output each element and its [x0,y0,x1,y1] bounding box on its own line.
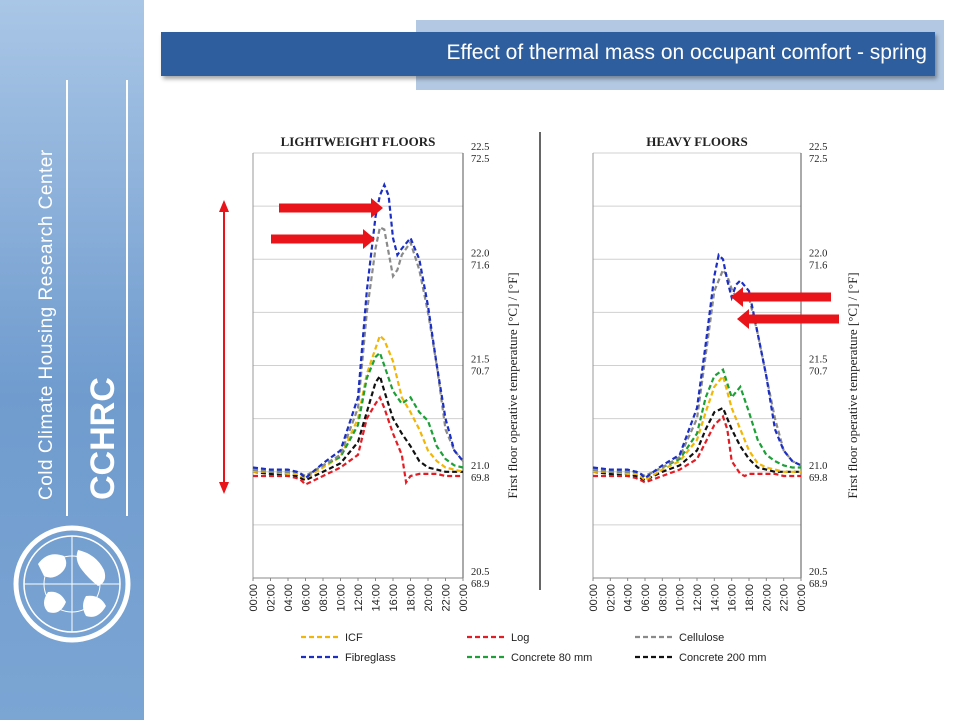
series-line-fibreglass [252,182,464,480]
sidebar-rule-left [66,80,68,516]
x-tick-label: 18:00 [744,584,756,612]
y-tick-label-f: 68.9 [471,579,489,590]
y-tick-label-f: 71.6 [471,260,489,271]
range-arrow-head-top [219,200,229,212]
x-tick-label: 00:00 [458,584,470,612]
x-tick-label: 12:00 [692,584,704,612]
x-tick-label: 12:00 [353,584,365,612]
chart-panel-2: HEAVY FLOORS 00:00 02:00 04:00 06:00 08:00 10:… [588,134,860,612]
x-tick-label: 10:00 [675,584,687,612]
comparison-chart: LIGHTWEIGHT FLOORS 00:00 02:00 04:00 06:00 08… [219,132,860,664]
peak-arrow-cellulose-light-head [363,229,375,249]
x-tick-label: 22:00 [441,584,453,612]
series-line-log [253,395,463,486]
y-tick-label-f: 68.9 [809,579,827,590]
x-tick-label: 14:00 [709,584,721,612]
y-tick-label-c: 22.0 [471,248,489,259]
y-tick-label-c: 21.5 [471,355,489,366]
chart-legend: ICF Log Cellulose Fibreglass Concrete 80 mm C… [301,632,766,664]
sidebar-rule-right [126,80,128,516]
x-tick-label: 02:00 [266,584,278,612]
x-tick-label: 02:00 [605,584,617,612]
x-tick-label: 22:00 [779,584,791,612]
series-line-log [593,414,801,484]
x-tick-label: 08:00 [657,584,669,612]
y-tick-label-c: 21.0 [809,461,827,472]
x-tick-label: 04:00 [623,584,635,612]
y-tick-label-c: 20.5 [809,567,827,578]
y-tick-label-f: 70.7 [471,367,489,378]
y-tick-label-f: 71.6 [809,260,827,271]
y-axis-title: First floor operative temperature [°C] /… [505,272,520,498]
y-tick-label-c: 21.0 [471,461,489,472]
series-line-icf [253,333,464,480]
peak-arrow-fibreglass-light-head [371,198,383,218]
x-tick-label: 10:00 [336,584,348,612]
x-tick-label: 06:00 [301,584,313,612]
org-abbreviation: CCHRC [84,377,122,500]
legend-label: Log [511,632,529,644]
x-tick-label: 08:00 [318,584,330,612]
legend-label: ICF [345,632,363,644]
x-tick-label: 04:00 [283,584,295,612]
slide-title: Effect of thermal mass on occupant comfo… [446,41,928,64]
x-tick-label: 20:00 [761,584,773,612]
sidebar-band: Cold Climate Housing Research Center CCH… [0,0,144,720]
org-name: Cold Climate Housing Research Center [36,149,57,500]
series-line-concrete-200-mm [592,406,801,482]
y-tick-label-c: 22.5 [809,142,827,153]
y-tick-label-f: 72.5 [471,154,489,165]
y-tick-label-c: 22.5 [471,142,489,153]
title-bar: Effect of thermal mass on occupant comfo… [161,32,935,76]
x-tick-label: 16:00 [388,584,400,612]
chart-title: LIGHTWEIGHT FLOORS [281,134,436,149]
y-tick-label-c: 22.0 [809,248,827,259]
legend-label: Fibreglass [345,652,396,664]
x-tick-label: 16:00 [727,584,739,612]
x-tick-label: 18:00 [406,584,418,612]
y-tick-label-f: 72.5 [809,154,827,165]
series-line-cellulose [252,225,464,478]
legend-label: Concrete 80 mm [511,652,592,664]
x-tick-label: 00:00 [796,584,808,612]
y-tick-label-c: 21.5 [809,355,827,366]
series-line-icf [593,373,801,482]
chart-panel-1: LIGHTWEIGHT FLOORS 00:00 02:00 04:00 06:00 08… [248,134,520,612]
x-tick-label: 00:00 [248,584,260,612]
y-tick-label-f: 69.8 [471,473,489,484]
series-line-concrete-80-mm [252,350,464,478]
x-tick-label: 14:00 [371,584,383,612]
y-tick-label-c: 20.5 [471,567,489,578]
chart-title: HEAVY FLOORS [646,134,748,149]
series-line-concrete-80-mm [592,367,801,478]
series-line-concrete-200-mm [252,373,463,482]
globe-logo-icon [13,525,131,643]
legend-label: Cellulose [679,632,724,644]
legend-label: Concrete 200 mm [679,652,766,664]
x-tick-label: 00:00 [588,584,600,612]
x-tick-label: 06:00 [640,584,652,612]
peak-arrow-cellulose-heavy-head [737,309,749,329]
range-arrow-head-bottom [219,482,229,494]
x-tick-label: 20:00 [423,584,435,612]
peak-arrow-fibreglass-heavy-head [731,287,743,307]
y-axis-title: First floor operative temperature [°C] /… [845,272,860,498]
y-tick-label-f: 70.7 [809,367,827,378]
y-tick-label-f: 69.8 [809,473,827,484]
series-line-fibreglass [592,252,802,480]
